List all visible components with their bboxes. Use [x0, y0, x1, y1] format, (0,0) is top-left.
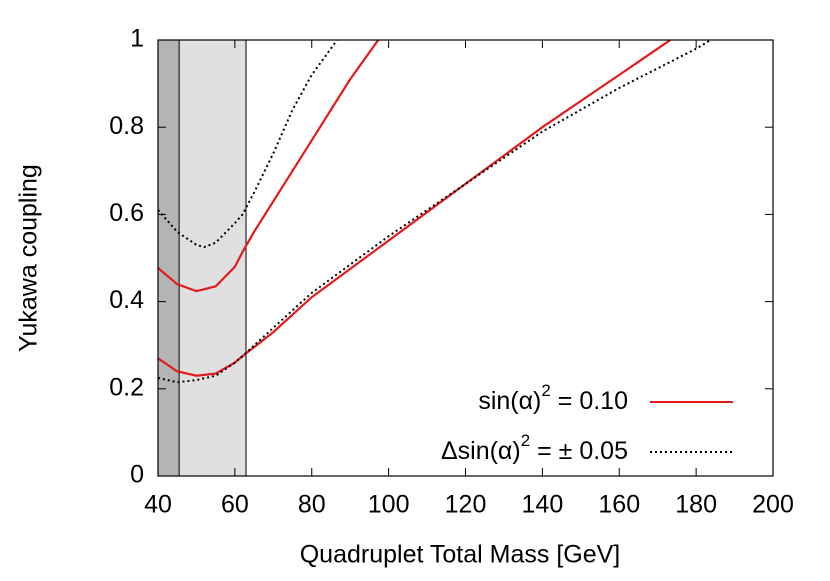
curve — [158, 40, 338, 249]
legend-text: 2 — [521, 431, 530, 450]
y-tick-label: 0 — [130, 461, 144, 489]
y-tick-label: 0.6 — [109, 199, 144, 227]
legend-text: = 0.10 — [551, 387, 628, 415]
legend-label: sin(α)2 = 0.10 — [478, 381, 628, 414]
y-tick-label: 0.2 — [109, 373, 144, 401]
y-tick-label: 0.8 — [109, 112, 144, 140]
x-tick-label: 120 — [445, 491, 487, 519]
x-tick-label: 160 — [598, 491, 640, 519]
legend-label: Δsin(α)2 = ± 0.05 — [441, 431, 628, 464]
x-tick-label: 180 — [675, 491, 717, 519]
x-axis-label: Quadruplet Total Mass [GeV] — [300, 541, 621, 569]
legend-text: Δsin(α) — [441, 437, 521, 465]
y-axis-label: Yukawa coupling — [15, 164, 43, 352]
curve — [158, 40, 712, 384]
curve — [158, 40, 671, 377]
legend-text: sin(α) — [478, 387, 541, 415]
plot-frame — [157, 39, 774, 477]
x-tick-label: 80 — [298, 491, 326, 519]
x-tick-label: 60 — [221, 491, 249, 519]
legend-text: = ± 0.05 — [530, 437, 628, 465]
y-tick-label: 1 — [130, 25, 144, 53]
x-tick-label: 40 — [144, 491, 172, 519]
legend-text: 2 — [541, 381, 550, 400]
shaded-region — [158, 40, 180, 476]
y-tick-label: 0.4 — [109, 286, 144, 314]
x-tick-label: 200 — [752, 491, 794, 519]
x-tick-label: 100 — [368, 491, 410, 519]
x-tick-label: 140 — [522, 491, 564, 519]
curve — [158, 40, 380, 293]
